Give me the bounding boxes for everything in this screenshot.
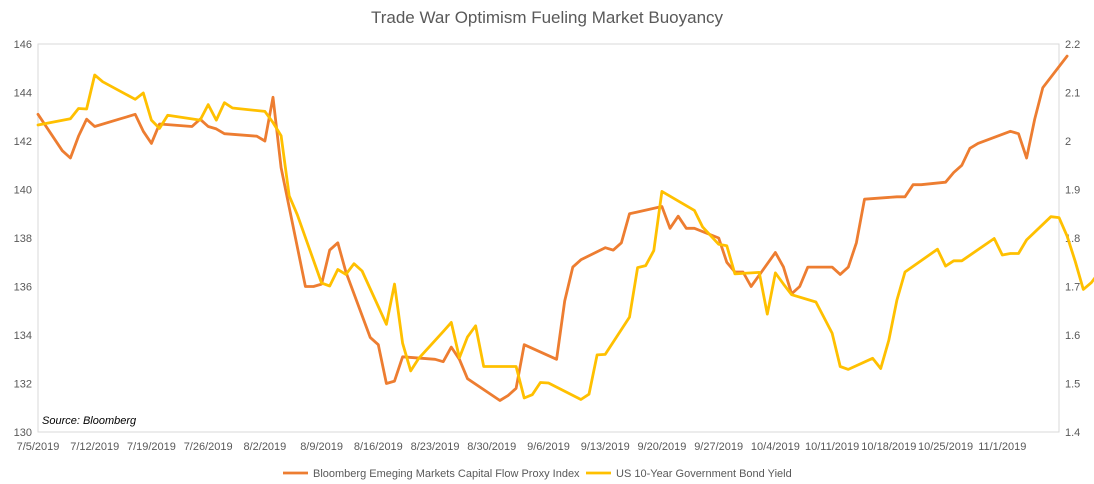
plot-area <box>37 43 1060 433</box>
x-axis-tick-label: 10/4/2019 <box>751 441 800 453</box>
right-axis-tick-label: 1.7 <box>1065 282 1080 294</box>
right-axis-tick-label: 1.9 <box>1065 185 1080 197</box>
series-line-1 <box>36 54 1069 402</box>
left-axis-tick-label: 140 <box>14 185 32 197</box>
x-axis-tick-label: 7/5/2019 <box>17 441 60 453</box>
x-axis-tick-label: 8/16/2019 <box>354 441 403 453</box>
x-axis-tick-label: 9/6/2019 <box>527 441 570 453</box>
x-axis-tick-label: 9/13/2019 <box>581 441 630 453</box>
x-axis-tick-label: 7/19/2019 <box>127 441 176 453</box>
series-line-2 <box>36 73 1094 401</box>
left-axis-tick-label: 142 <box>14 136 32 148</box>
left-axis-tick-labels: 130 132 134 136 138 140 142 144 146 <box>14 39 32 439</box>
right-axis-tick-label: 2.2 <box>1065 39 1080 51</box>
chart-title: Trade War Optimism Fueling Market Buoyan… <box>371 8 724 27</box>
left-axis-tick-label: 136 <box>14 282 32 294</box>
left-axis-tick-label: 130 <box>14 427 32 439</box>
legend: Bloomberg Emeging Markets Capital Flow P… <box>283 468 792 480</box>
legend-label-1: Bloomberg Emeging Markets Capital Flow P… <box>313 468 580 480</box>
left-axis-tick-label: 146 <box>14 39 32 51</box>
right-axis-tick-label: 2.1 <box>1065 88 1080 100</box>
left-axis-tick-label: 134 <box>14 330 32 342</box>
right-axis-tick-label: 1.5 <box>1065 379 1080 391</box>
right-axis-tick-labels: 1.41.51.61.71.81.922.12.2 <box>1065 39 1080 439</box>
right-axis-tick-label: 1.4 <box>1065 427 1080 439</box>
left-axis-tick-label: 144 <box>14 88 32 100</box>
x-axis-tick-label: 8/30/2019 <box>467 441 516 453</box>
source-note: Source: Bloomberg <box>42 415 137 427</box>
x-axis-tick-labels: 7/5/2019 7/12/2019 7/19/2019 7/26/2019 8/2/2… <box>17 441 1027 453</box>
x-axis-tick-label: 11/1/2019 <box>978 441 1026 453</box>
left-axis-tick-label: 132 <box>14 379 32 391</box>
x-axis-tick-label: 7/12/2019 <box>70 441 119 453</box>
x-axis-tick-label: 10/18/2019 <box>861 441 916 453</box>
x-axis-tick-label: 9/20/2019 <box>637 441 686 453</box>
x-axis-tick-label: 8/23/2019 <box>411 441 460 453</box>
right-axis-tick-label: 2 <box>1065 136 1071 148</box>
x-axis-tick-label: 8/9/2019 <box>300 441 343 453</box>
right-axis-tick-label: 1.6 <box>1065 330 1080 342</box>
x-axis-tick-label: 10/11/2019 <box>805 441 859 453</box>
x-axis-tick-label: 9/27/2019 <box>694 441 743 453</box>
left-axis-tick-label: 138 <box>14 233 32 245</box>
x-axis-tick-label: 7/26/2019 <box>184 441 233 453</box>
series-layer <box>36 54 1094 402</box>
legend-label-2: US 10-Year Government Bond Yield <box>616 468 792 480</box>
x-axis-tick-label: 8/2/2019 <box>243 441 286 453</box>
x-axis-tick-label: 10/25/2019 <box>918 441 973 453</box>
